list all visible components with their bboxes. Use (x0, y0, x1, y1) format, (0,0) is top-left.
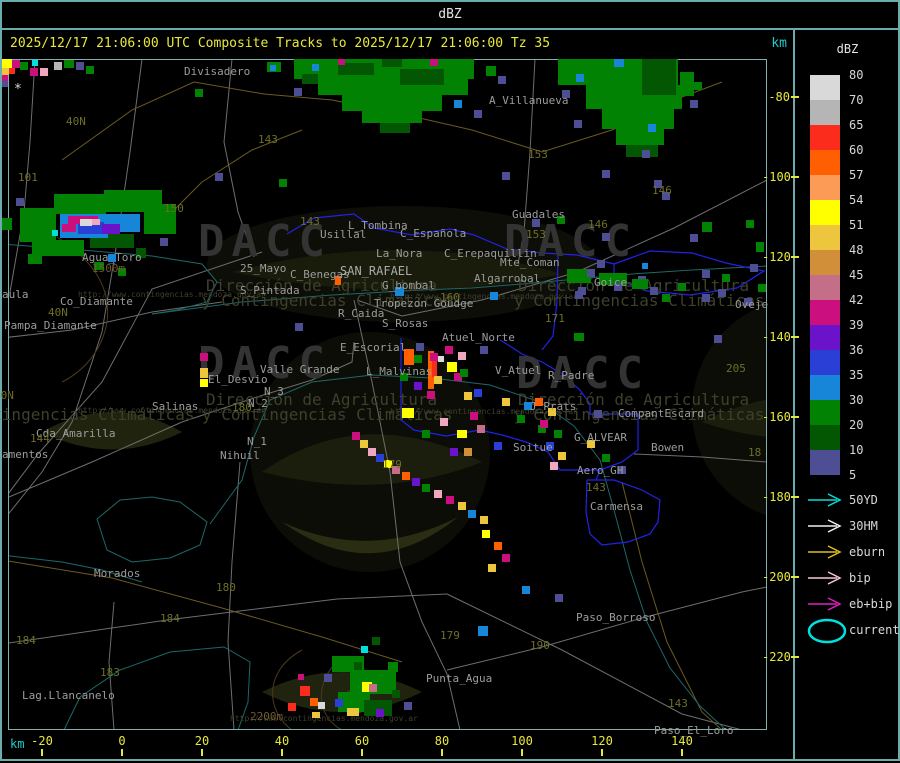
legend-color-swatch (810, 375, 840, 400)
legend-color-swatch (810, 175, 840, 200)
legend-color-swatch (810, 400, 840, 425)
legend-dbz-value: 65 (849, 118, 864, 132)
radar-display-panel: 2025/12/17 21:06:00 UTC Composite Tracks… (2, 30, 795, 759)
track-arrow-icon (806, 492, 846, 512)
bottom-axis-tick-mark (601, 749, 603, 756)
bottom-axis-tick-label: 0 (118, 734, 126, 748)
legend-dbz-value: 57 (849, 168, 864, 182)
current-ellipse-icon (806, 617, 848, 649)
bottom-axis-tick-label: 140 (671, 734, 693, 748)
bottom-axis-tick-mark (681, 749, 683, 756)
legend-dbz-value: 39 (849, 318, 864, 332)
bottom-axis-tick-label: 40 (274, 734, 290, 748)
track-type-label: current (849, 623, 900, 637)
track-arrow-icon (806, 518, 846, 538)
bottom-axis-tick-label: 60 (354, 734, 370, 748)
roads-gray (8, 59, 767, 730)
map-vector-layer (8, 59, 767, 730)
window-title: dBZ (2, 2, 898, 30)
track-arrow-icon (806, 544, 846, 564)
track-type-label: eburn (849, 545, 886, 559)
watermark-logo-shapes (42, 206, 767, 712)
bottom-axis-tick-label: 80 (434, 734, 450, 748)
bottom-axis-tick-mark (281, 749, 283, 756)
header-unit-label: km (771, 36, 787, 51)
bottom-axis-tick-mark (201, 749, 203, 756)
legend-title: dBZ (836, 42, 859, 56)
track-type-label: 50YD (849, 493, 878, 507)
legend-dbz-value: 36 (849, 343, 864, 357)
bottom-axis-unit: km (10, 737, 25, 751)
bottom-axis-tick-mark (521, 749, 523, 756)
bottom-axis-tick-mark (441, 749, 443, 756)
bottom-axis-tick-mark (41, 749, 43, 756)
bottom-axis-tick-label: -20 (31, 734, 53, 748)
legend-color-swatch (810, 150, 840, 175)
legend-color-swatch (810, 325, 840, 350)
track-arrow-icon (806, 596, 846, 616)
legend-color-swatch (810, 200, 840, 225)
legend-color-swatch (810, 350, 840, 375)
legend-dbz-value: 60 (849, 143, 864, 157)
legend-color-swatch (810, 75, 840, 100)
legend-color-swatch (810, 100, 840, 125)
legend-dbz-value: 5 (849, 468, 857, 482)
legend-color-swatch (810, 300, 840, 325)
legend-color-swatch (810, 450, 840, 475)
legend-color-swatch (810, 425, 840, 450)
track-arrow-icon (806, 570, 846, 590)
legend-color-swatch (810, 125, 840, 150)
timestamp-header: 2025/12/17 21:06:00 UTC Composite Tracks… (10, 36, 551, 51)
legend-dbz-value: 51 (849, 218, 864, 232)
track-type-label: 30HM (849, 519, 878, 533)
bottom-axis-tick-label: 100 (511, 734, 533, 748)
legend-dbz-value: 54 (849, 193, 864, 207)
legend-dbz-value: 48 (849, 243, 864, 257)
legend-dbz-value: 20 (849, 418, 864, 432)
track-type-label: bip (849, 571, 871, 585)
bottom-axis-tick-label: 20 (194, 734, 210, 748)
legend-dbz-value: 80 (849, 68, 864, 82)
legend-dbz-value: 10 (849, 443, 864, 457)
legend-color-swatch (810, 225, 840, 250)
bottom-axis-tick-mark (361, 749, 363, 756)
bottom-axis-tick-label: 120 (591, 734, 613, 748)
bottom-axis-tick-mark (121, 749, 123, 756)
legend-color-swatch (810, 275, 840, 300)
dbz-legend-panel: dBZ 80 70 65 60 57 54 51 48 45 42 39 36 35 30 20 10 5 50Y… (795, 30, 900, 759)
legend-dbz-value: 35 (849, 368, 864, 382)
legend-color-swatch (810, 250, 840, 275)
legend-dbz-value: 70 (849, 93, 864, 107)
track-type-label: eb+bip (849, 597, 893, 611)
legend-dbz-value: 42 (849, 293, 864, 307)
legend-dbz-value: 30 (849, 393, 864, 407)
legend-dbz-value: 45 (849, 268, 864, 282)
